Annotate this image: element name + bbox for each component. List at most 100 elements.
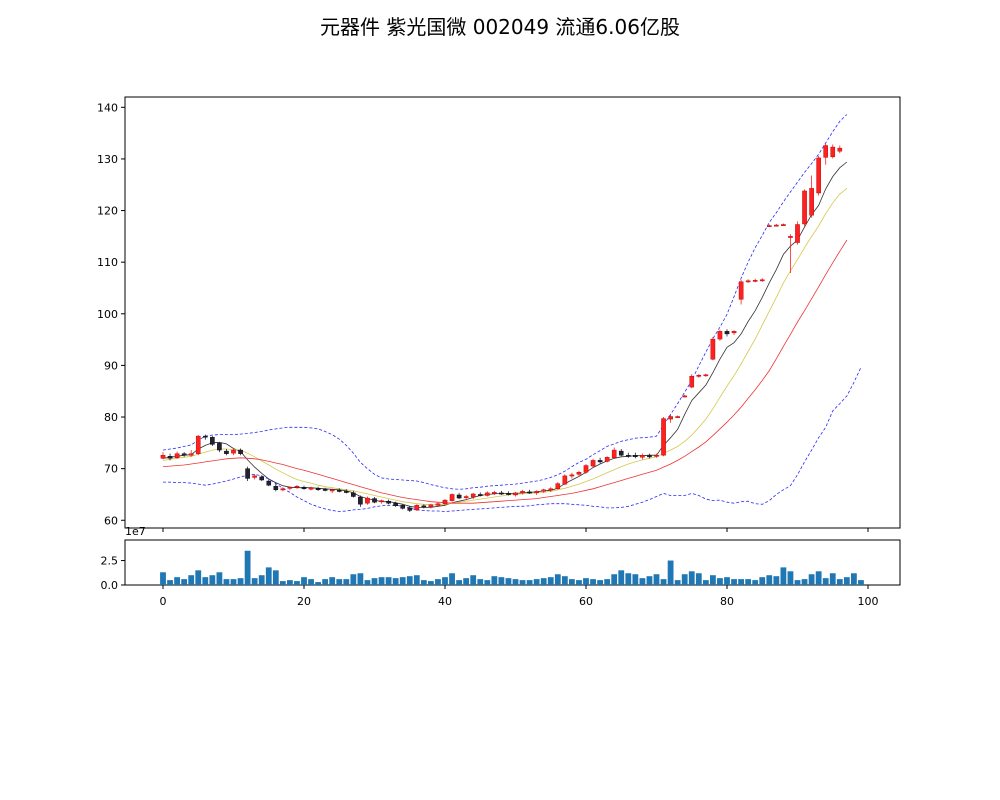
candle-body xyxy=(506,493,511,495)
price-panel: 60 70 80 90 100 110 120 130 140 xyxy=(97,96,901,532)
volume-bar xyxy=(604,579,611,585)
volume-bar xyxy=(822,578,829,585)
volume-bar xyxy=(646,576,653,585)
volume-bar xyxy=(639,578,646,585)
candle-body xyxy=(604,457,610,462)
candle xyxy=(752,278,758,283)
volume-bar xyxy=(851,573,857,585)
candle-body xyxy=(548,488,554,491)
candle xyxy=(386,499,391,505)
candle xyxy=(224,449,229,456)
volume-bar xyxy=(364,580,371,585)
candle xyxy=(351,490,356,498)
volume-bar xyxy=(392,578,399,585)
candle xyxy=(640,453,645,460)
candle-body xyxy=(555,483,561,489)
candle-body xyxy=(336,490,342,492)
candle-body xyxy=(329,489,335,492)
candle xyxy=(534,490,539,495)
candle xyxy=(816,155,821,196)
candle xyxy=(238,448,243,456)
candle-body xyxy=(188,453,194,456)
volume-bar xyxy=(660,579,667,585)
volume-bar xyxy=(174,577,180,585)
candle-body xyxy=(618,450,624,456)
volume-bar xyxy=(843,577,850,585)
volume-bar xyxy=(858,580,864,585)
volume-bar xyxy=(195,570,202,585)
volume-bar xyxy=(350,574,357,585)
candle xyxy=(477,492,483,497)
candle-body xyxy=(640,455,645,458)
candle xyxy=(647,453,652,459)
candle-body xyxy=(442,499,448,504)
candle-body xyxy=(499,492,504,495)
x-tick-label: 100 xyxy=(858,595,879,608)
volume-bar xyxy=(279,581,286,585)
price-y-tick-label: 70 xyxy=(104,463,118,476)
volume-bar xyxy=(752,580,759,585)
x-tick-label: 0 xyxy=(160,595,167,608)
volume-panel: 0.0 2.5 0 20 40 60 80 100 1e7 xyxy=(101,525,901,608)
volume-bar xyxy=(272,570,279,585)
overlay-ma-short xyxy=(162,161,848,508)
candle xyxy=(710,337,716,361)
candle xyxy=(456,492,462,500)
volume-bar xyxy=(265,567,272,585)
candle xyxy=(745,279,751,283)
candle xyxy=(421,504,427,509)
candle xyxy=(590,458,596,468)
candle xyxy=(802,189,807,228)
overlay-ma-mid xyxy=(162,188,848,506)
volume-y-tick-label: 2.5 xyxy=(101,555,119,568)
candle xyxy=(774,223,779,227)
candle-body xyxy=(745,280,751,283)
candle xyxy=(492,490,497,495)
volume-bar xyxy=(470,575,477,585)
candle-body xyxy=(372,498,377,503)
candle xyxy=(245,466,250,482)
volume-bar xyxy=(745,579,752,585)
volume-bar xyxy=(484,580,491,585)
candle-body xyxy=(470,493,476,498)
volume-bar xyxy=(836,579,843,585)
candle-body xyxy=(492,492,497,494)
candle-body xyxy=(322,489,328,491)
volume-bar xyxy=(724,577,730,585)
volume-bar xyxy=(533,579,540,585)
volume-bar xyxy=(399,577,406,585)
volume-bar xyxy=(780,567,787,585)
candle xyxy=(527,489,532,494)
candle xyxy=(435,502,441,507)
candle xyxy=(379,499,384,504)
candle-body xyxy=(513,492,518,496)
candle xyxy=(506,491,511,496)
candle xyxy=(485,491,490,497)
x-tick-label: 40 xyxy=(438,595,452,608)
candle-body xyxy=(752,280,758,282)
candle xyxy=(661,417,666,457)
candle-body xyxy=(224,450,229,454)
candle-body xyxy=(379,500,384,503)
candle xyxy=(696,374,702,378)
candle xyxy=(315,486,321,491)
volume-bar xyxy=(258,575,265,585)
volume-bar xyxy=(632,574,639,585)
candle xyxy=(160,452,166,460)
candle-body xyxy=(682,395,687,398)
volume-bar xyxy=(343,579,350,585)
candle-body xyxy=(576,472,582,475)
candle xyxy=(767,224,772,228)
candle xyxy=(731,330,737,335)
volume-bar xyxy=(519,580,526,585)
candle xyxy=(195,435,201,456)
candle-body xyxy=(280,488,286,491)
volume-bar xyxy=(406,576,413,585)
candle xyxy=(202,434,208,440)
volume-bar xyxy=(237,578,244,585)
candle-body xyxy=(273,485,279,491)
volume-y-tick-label: 0.0 xyxy=(101,579,119,592)
volume-bar xyxy=(413,575,420,585)
volume-bar xyxy=(357,573,364,585)
candle xyxy=(548,487,554,492)
